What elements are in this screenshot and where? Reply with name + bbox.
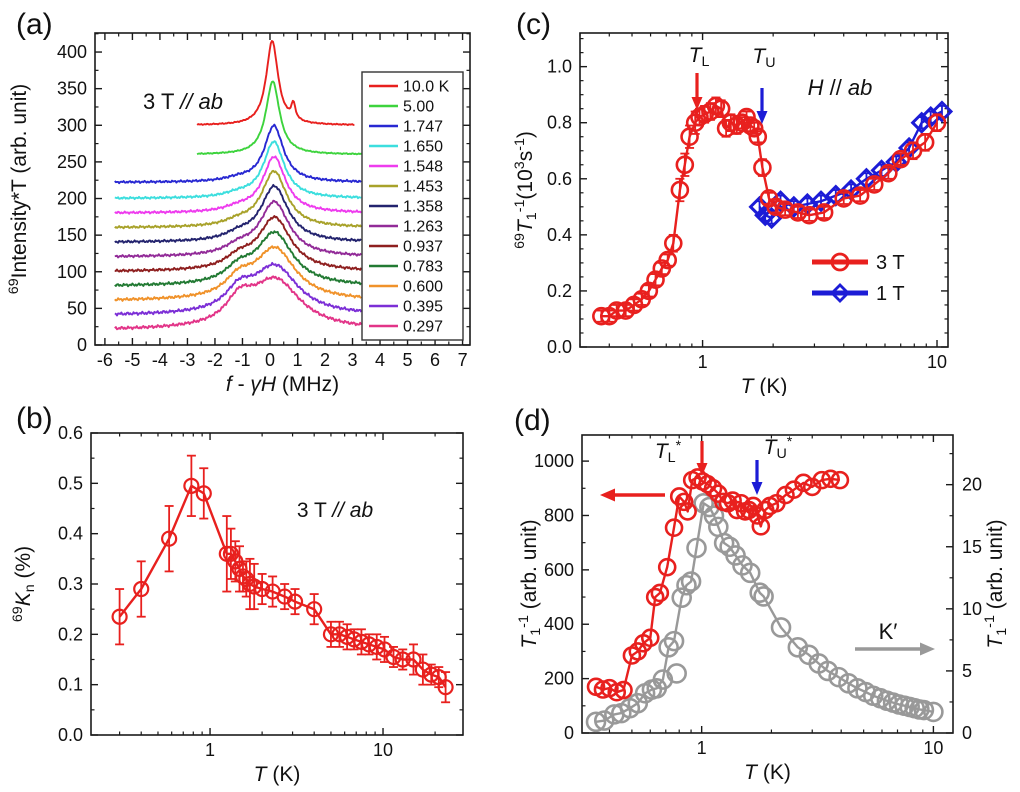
panel-c-label: (c)	[516, 8, 551, 41]
panel-a-chart: -6 -5 -4 -3 -2 -1 0 1 2 3 4 5 6 705010015020025030035…	[6, 32, 471, 396]
svg-text:0.2: 0.2	[58, 624, 83, 644]
svg-text:250: 250	[57, 152, 87, 172]
svg-text:1000: 1000	[534, 451, 574, 471]
svg-text:3: 3	[348, 350, 358, 370]
svg-text:300: 300	[57, 115, 87, 135]
svg-text:0.4: 0.4	[547, 225, 572, 245]
svg-text:-5: -5	[124, 350, 140, 370]
svg-text:-3: -3	[179, 350, 195, 370]
svg-text:-6: -6	[97, 350, 113, 370]
svg-text:10: 10	[962, 599, 982, 619]
svg-text:3 T // ab: 3 T // ab	[297, 499, 374, 522]
svg-text:0.297: 0.297	[403, 319, 443, 336]
svg-text:0.3: 0.3	[58, 574, 83, 594]
svg-text:T (K): T (K)	[741, 375, 788, 396]
svg-text:0.0: 0.0	[547, 337, 572, 357]
svg-text:1.548: 1.548	[403, 159, 443, 176]
svg-text:69Intensity*T (arb. unit): 69Intensity*T (arb. unit)	[6, 84, 31, 294]
svg-text:3 T: 3 T	[876, 252, 905, 274]
svg-text:4: 4	[375, 350, 385, 370]
svg-text:400: 400	[57, 42, 87, 62]
svg-text:600: 600	[544, 560, 574, 580]
svg-text:3 T // ab: 3 T // ab	[143, 89, 223, 114]
svg-text:TL*: TL*	[655, 438, 682, 466]
svg-text:10: 10	[927, 352, 947, 372]
svg-text:0.4: 0.4	[58, 524, 83, 544]
svg-text:0: 0	[265, 350, 275, 370]
svg-text:0.6: 0.6	[58, 423, 83, 443]
svg-text:0.8: 0.8	[547, 113, 572, 133]
svg-text:1: 1	[698, 352, 708, 372]
svg-text:1: 1	[292, 350, 302, 370]
svg-text:400: 400	[544, 614, 574, 634]
svg-text:5: 5	[403, 350, 413, 370]
svg-text:-4: -4	[152, 350, 168, 370]
panel-d-label: (d)	[514, 404, 551, 437]
svg-text:1.0: 1.0	[547, 57, 572, 77]
svg-text:f - γH (MHz): f - γH (MHz)	[226, 373, 339, 396]
svg-text:TU: TU	[752, 45, 775, 71]
panel-d-chart: 1 10 0 200 400 600 800 1000 0 5 10 15 20 T (K) T1-1 (a…	[516, 434, 1010, 784]
svg-text:6: 6	[430, 350, 440, 370]
svg-text:T1-1 (arb. unit): T1-1 (arb. unit)	[516, 519, 544, 648]
svg-text:1.747: 1.747	[403, 119, 443, 136]
panel-b-label: (b)	[16, 402, 53, 435]
svg-text:200: 200	[57, 189, 87, 209]
panel-b-chart: 1 10 0.0 0.1 0.2 0.3 0.4 0.5 0.6 T (K) 69Kn (%) 3 T…	[10, 423, 464, 786]
svg-text:1.453: 1.453	[403, 179, 443, 196]
svg-text:0.5: 0.5	[58, 473, 83, 493]
svg-text:0.0: 0.0	[58, 725, 83, 745]
svg-text:0.395: 0.395	[403, 299, 443, 316]
svg-text:0.6: 0.6	[547, 169, 572, 189]
svg-text:350: 350	[57, 79, 87, 99]
svg-text:T1-1 (arb. unit): T1-1 (arb. unit)	[982, 519, 1010, 648]
svg-text:5.00: 5.00	[403, 99, 434, 116]
svg-text:1: 1	[205, 740, 215, 760]
svg-text:10.0 K: 10.0 K	[403, 79, 450, 96]
svg-text:-1: -1	[234, 350, 250, 370]
svg-text:0.600: 0.600	[403, 279, 443, 296]
svg-text:0.1: 0.1	[58, 675, 83, 695]
svg-text:20: 20	[962, 475, 982, 495]
svg-text:0.937: 0.937	[403, 239, 443, 256]
svg-text:2: 2	[320, 350, 330, 370]
svg-text:TL: TL	[689, 44, 710, 70]
svg-text:0: 0	[962, 723, 972, 743]
svg-text:H // ab: H // ab	[808, 75, 873, 100]
svg-text:TU*: TU*	[764, 434, 793, 462]
svg-text:T (K): T (K)	[254, 763, 301, 786]
svg-text:10: 10	[923, 738, 943, 758]
svg-text:K′: K′	[879, 619, 898, 644]
svg-text:100: 100	[57, 262, 87, 282]
svg-text:-2: -2	[207, 350, 223, 370]
svg-text:69Kn (%): 69Kn (%)	[10, 546, 38, 622]
svg-text:0: 0	[564, 723, 574, 743]
svg-text:5: 5	[962, 661, 972, 681]
svg-text:0.783: 0.783	[403, 259, 443, 276]
svg-text:800: 800	[544, 505, 574, 525]
panel-a-label: (a)	[16, 8, 53, 41]
svg-text:0.2: 0.2	[547, 281, 572, 301]
panel-c-chart: 1 10 0.0 0.2 0.4 0.6 0.8 1.0 T (K) 69T1-1(103s-1)…	[512, 32, 954, 396]
svg-text:150: 150	[57, 225, 87, 245]
svg-text:10: 10	[373, 740, 393, 760]
svg-text:1: 1	[697, 738, 707, 758]
svg-text:200: 200	[544, 669, 574, 689]
svg-text:7: 7	[458, 350, 468, 370]
svg-text:50: 50	[67, 298, 87, 318]
svg-text:69T1-1(103s-1): 69T1-1(103s-1)	[512, 131, 540, 249]
svg-text:1 T: 1 T	[876, 283, 905, 305]
svg-text:0: 0	[77, 335, 87, 355]
svg-text:1.650: 1.650	[403, 139, 443, 156]
svg-text:15: 15	[962, 537, 982, 557]
svg-text:T (K): T (K)	[744, 761, 791, 784]
svg-text:1.358: 1.358	[403, 199, 443, 216]
svg-text:1.263: 1.263	[403, 219, 443, 236]
